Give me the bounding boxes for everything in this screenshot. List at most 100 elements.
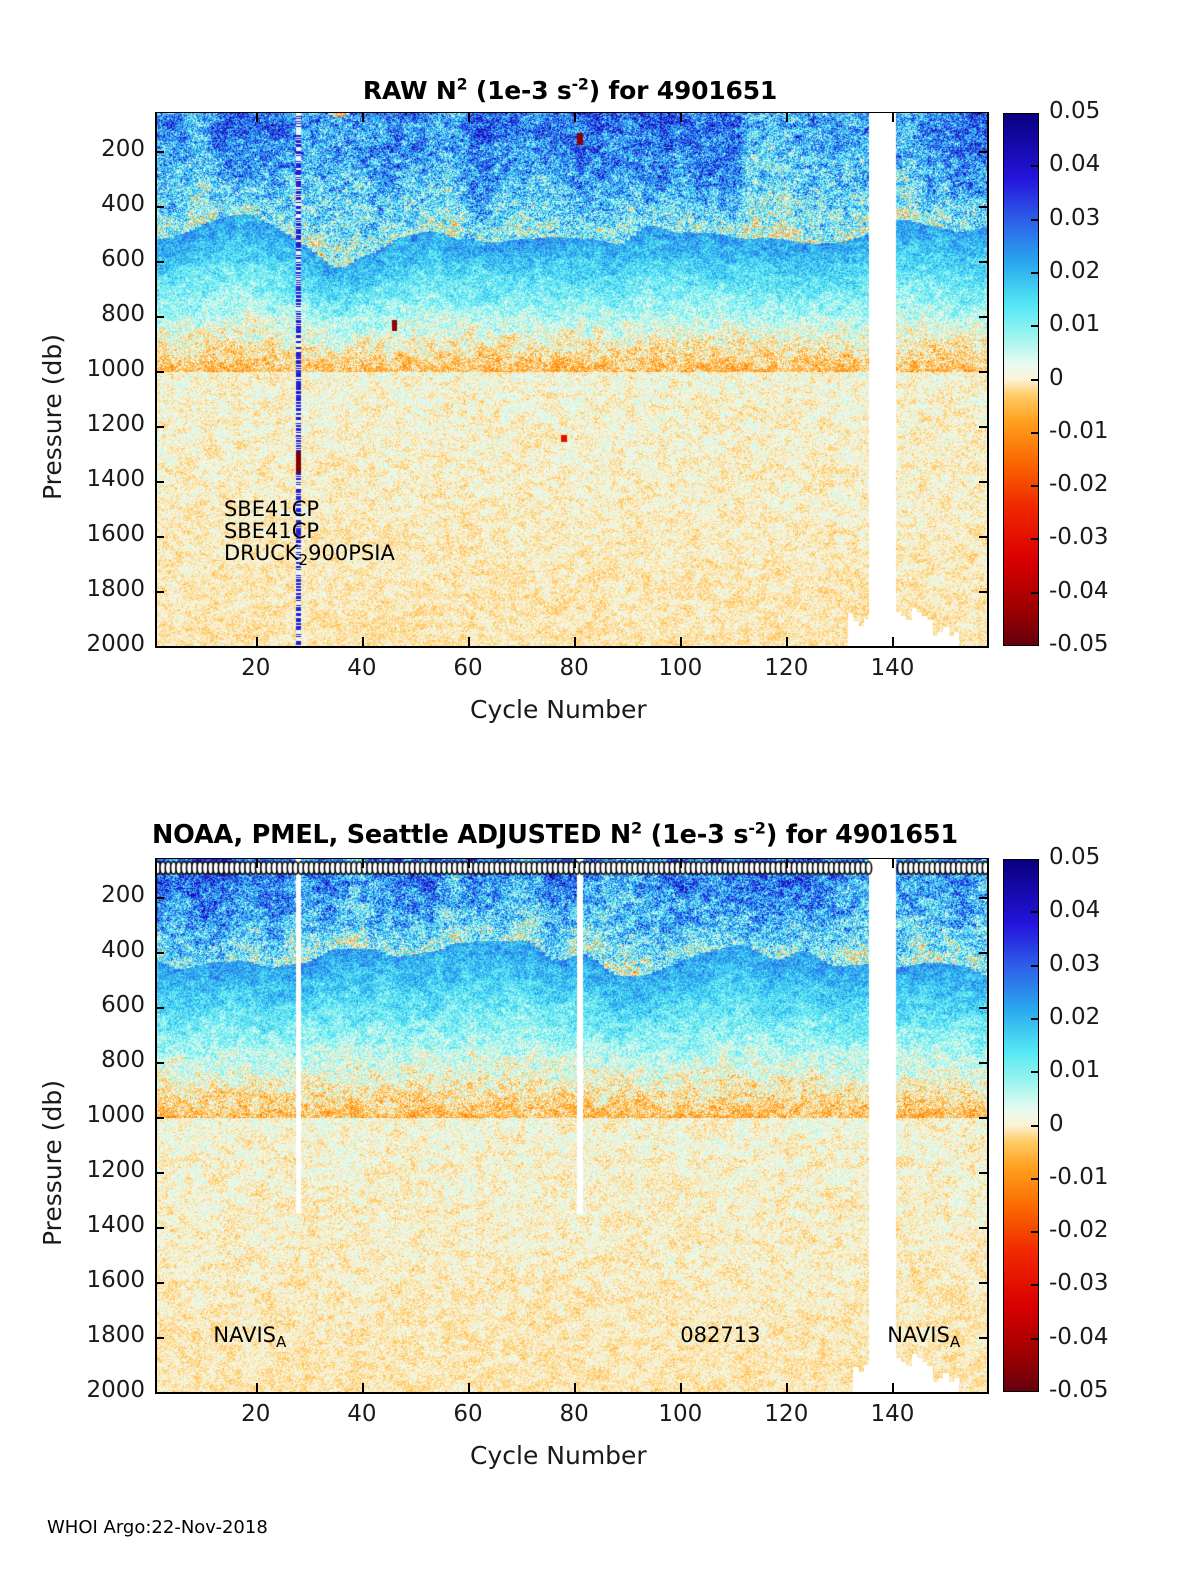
- panel-adjusted-title-sup1: 2: [631, 818, 642, 838]
- colorbar-tick-label: 0.04: [1049, 151, 1101, 178]
- y-tick-mark-right: [979, 1172, 988, 1175]
- annotation-text: SBE41CP: [223, 497, 320, 522]
- y-tick-mark-right: [979, 1007, 988, 1010]
- colorbar-tick-mark: [1031, 1284, 1039, 1287]
- adjusted-colorbar[interactable]: 0.05 0.04 0.03 0.02 0.01 0 -0.01 -0.02 -0.03 -0.0…: [1003, 844, 1193, 1403]
- y-tick-mark: [155, 1172, 164, 1175]
- x-tick-mark-top: [574, 859, 577, 868]
- colorbar-tick-label: -0.04: [1049, 577, 1109, 604]
- y-tick-mark-right: [979, 1392, 988, 1394]
- annotation-subscript: A: [275, 1333, 287, 1352]
- colorbar-tick-label: -0.02: [1049, 471, 1109, 498]
- y-tick-label: 1200: [86, 411, 145, 438]
- y-tick-mark: [155, 591, 164, 594]
- colorbar-tick-mark: [1031, 964, 1039, 967]
- x-tick-mark: [361, 1383, 364, 1392]
- y-tick-label: 200: [101, 882, 145, 909]
- panel-adjusted-title-mid: (1e-3 s: [641, 820, 749, 850]
- colorbar-tick-label: 0.01: [1049, 311, 1101, 338]
- x-tick-label: 80: [559, 1401, 589, 1427]
- y-tick-mark-right: [979, 1282, 988, 1285]
- adjusted-x-axis-label: Cycle Number: [470, 1441, 647, 1470]
- y-tick-mark-right: [979, 261, 988, 264]
- y-tick-label: 1600: [86, 1267, 145, 1294]
- raw-colorbar[interactable]: 0.05 0.04 0.03 0.02 0.01 0 -0.01 -0.02 -0.03 -0.0…: [1003, 98, 1193, 657]
- plot-annotation: NAVISA: [887, 1323, 960, 1350]
- y-tick-mark: [155, 646, 164, 648]
- x-tick-mark-top: [680, 113, 683, 122]
- colorbar-tick-mark: [1031, 1071, 1039, 1074]
- y-tick-label: 1800: [86, 576, 145, 603]
- x-tick-mark-top: [468, 859, 471, 868]
- y-tick-label: 2000: [86, 631, 145, 657]
- x-tick-mark: [574, 637, 577, 646]
- colorbar-tick-mark: [1031, 218, 1039, 221]
- y-tick-mark-right: [979, 316, 988, 319]
- y-tick-label: 800: [101, 1047, 145, 1074]
- colorbar-tick-label: -0.03: [1049, 524, 1109, 551]
- x-tick-mark-top: [786, 113, 789, 122]
- y-tick-mark: [155, 1117, 164, 1120]
- y-tick-mark: [155, 536, 164, 539]
- colorbar-tick-label: 0: [1049, 1110, 1064, 1137]
- y-tick-mark: [155, 261, 164, 264]
- panel-raw-title-sup2: -2: [571, 74, 589, 94]
- y-tick-mark: [155, 206, 164, 209]
- panel-adjusted-title-suffix: ) for 4901651: [765, 820, 958, 850]
- y-tick-label: 400: [101, 937, 145, 964]
- plot-annotation: SBE41CP: [224, 497, 319, 521]
- y-tick-label: 1000: [86, 356, 145, 383]
- y-tick-mark: [155, 151, 164, 154]
- x-tick-label: 40: [347, 1401, 377, 1427]
- panel-raw-title-mid: (1e-3 s: [467, 76, 572, 105]
- x-tick-label: 100: [658, 655, 703, 681]
- x-tick-mark-top: [255, 859, 258, 868]
- colorbar-tick-mark: [1031, 1231, 1039, 1234]
- annotation-text: 082713: [680, 1323, 761, 1348]
- panel-adjusted-n2: NOAA, PMEL, Seattle ADJUSTED N2 (1e-3 s-…: [0, 760, 1200, 1520]
- panel-adjusted-title: NOAA, PMEL, Seattle ADJUSTED N2 (1e-3 s-…: [55, 820, 1055, 850]
- raw-x-axis-top-line: [155, 112, 989, 113]
- y-tick-mark-right: [979, 481, 988, 484]
- y-tick-label: 600: [101, 992, 145, 1019]
- x-tick-mark: [680, 1383, 683, 1392]
- panel-raw-title-prefix: RAW N: [362, 76, 457, 105]
- y-tick-label: 800: [101, 301, 145, 328]
- x-tick-mark: [892, 1383, 895, 1392]
- y-tick-mark: [155, 952, 164, 955]
- adjusted-plot-area[interactable]: [155, 859, 988, 1392]
- annotation-text: SBE41CP: [223, 519, 320, 544]
- x-tick-label: 140: [870, 655, 915, 681]
- colorbar-tick-mark: [1031, 431, 1039, 434]
- annotation-subscript: A: [949, 1333, 961, 1352]
- colorbar-tick-mark: [1031, 1337, 1039, 1340]
- x-tick-mark: [786, 637, 789, 646]
- y-tick-mark-right: [979, 1227, 988, 1230]
- colorbar-tick-mark: [1031, 1124, 1039, 1127]
- colorbar-tick-mark: [1031, 591, 1039, 594]
- colorbar-tick-mark: [1031, 271, 1039, 274]
- x-tick-mark: [574, 1383, 577, 1392]
- colorbar-tick-mark: [1031, 325, 1039, 328]
- y-tick-mark-right: [979, 1117, 988, 1120]
- x-tick-label: 100: [658, 1401, 703, 1427]
- colorbar-tick-mark: [1031, 378, 1039, 381]
- colorbar-tick-label: -0.01: [1049, 417, 1109, 444]
- y-tick-mark-right: [979, 206, 988, 209]
- figure-footer: WHOI Argo:22-Nov-2018: [47, 1517, 268, 1538]
- y-tick-label: 1000: [86, 1102, 145, 1129]
- y-tick-mark: [155, 316, 164, 319]
- x-tick-label: 40: [347, 655, 377, 681]
- raw-y-axis-right-line: [987, 113, 989, 648]
- x-tick-mark: [786, 1383, 789, 1392]
- y-tick-mark-right: [979, 536, 988, 539]
- x-tick-mark: [468, 637, 471, 646]
- y-tick-label: 200: [101, 136, 145, 163]
- y-tick-mark-right: [979, 646, 988, 648]
- raw-plot-area[interactable]: [155, 113, 988, 646]
- y-tick-mark: [155, 1007, 164, 1010]
- colorbar-tick-label: 0.02: [1049, 257, 1101, 284]
- annotation-text: DRUCK: [223, 540, 299, 565]
- x-tick-mark-top: [786, 859, 789, 868]
- panel-raw-title: RAW N2 (1e-3 s-2) for 4901651: [70, 76, 1070, 105]
